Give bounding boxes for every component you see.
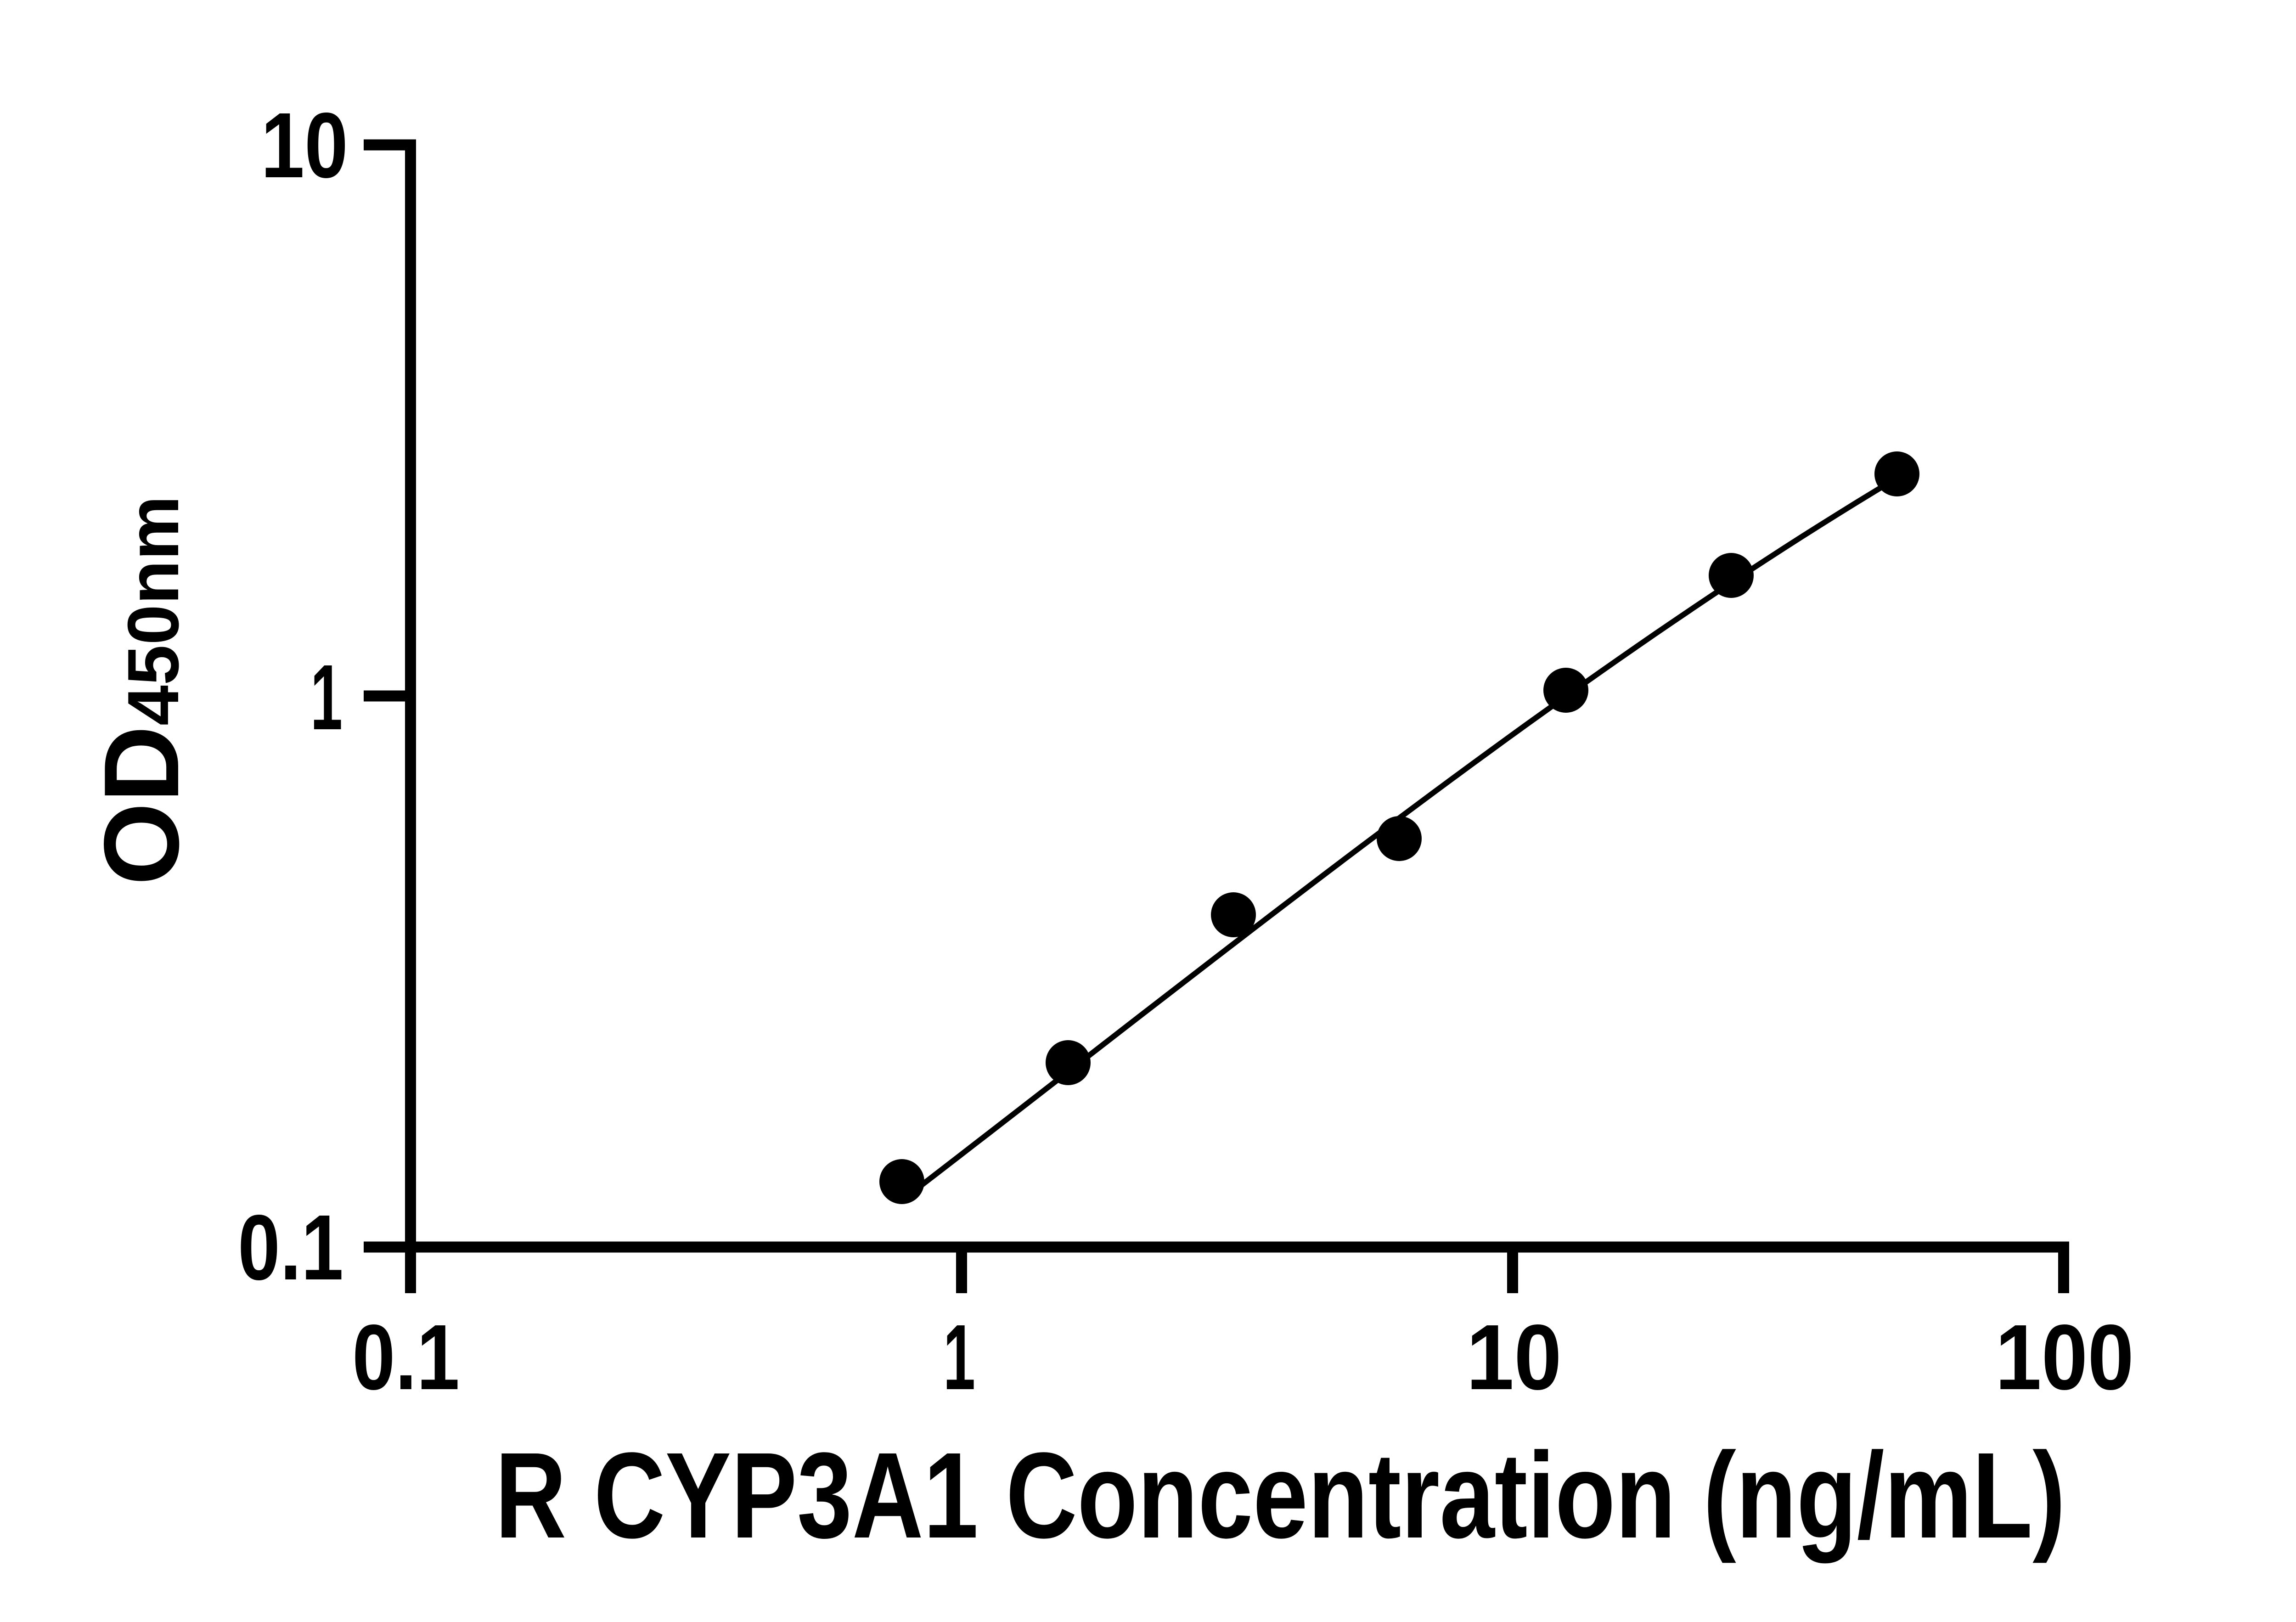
svg-text:100: 100	[1995, 1305, 2134, 1409]
svg-text:0.1: 0.1	[238, 1195, 343, 1299]
svg-text:10: 10	[1466, 1305, 1562, 1409]
svg-text:10: 10	[261, 93, 348, 197]
svg-text:0.1: 0.1	[352, 1305, 460, 1409]
svg-text:OD450nm: OD450nm	[82, 496, 201, 885]
svg-text:1: 1	[310, 645, 343, 749]
svg-text:R CYP3A1 Concentration (ng/mL): R CYP3A1 Concentration (ng/mL)	[495, 1427, 2065, 1564]
svg-text:1: 1	[943, 1305, 975, 1409]
